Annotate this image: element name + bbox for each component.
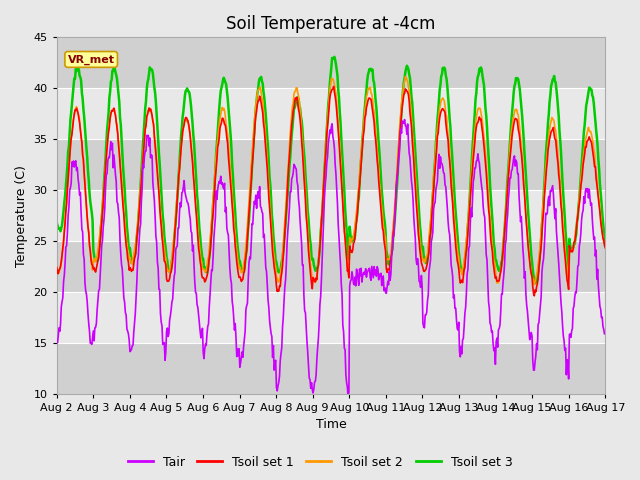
Tsoil set 3 [331,54,339,60]
Tsoil set 3 [175,170,182,176]
Tsoil set 2 [204,256,212,262]
Tsoil set 1 [63,201,70,206]
Line: Tsoil set 3: Tsoil set 3 [57,57,605,283]
Tsoil set 2 [53,264,61,270]
Tsoil set 1 [119,204,127,210]
Tsoil set 2 [397,101,405,107]
Tsoil set 1 [399,103,406,109]
Tsoil set 1 [602,245,609,251]
Tsoil set 3 [399,97,406,103]
Tair [119,280,127,286]
Bar [57,37,605,88]
Tsoil set 1 [330,84,337,89]
Tsoil set 1 [175,172,182,178]
X-axis label: Time: Time [316,419,346,432]
Title: Soil Temperature at -4cm: Soil Temperature at -4cm [227,15,436,33]
Tair [53,337,61,343]
Tsoil set 1 [531,293,538,299]
Tair [204,324,212,329]
Tsoil set 2 [602,245,609,251]
Tair [399,118,406,124]
Bar [57,139,605,190]
Tsoil set 3 [53,220,61,226]
Tsoil set 3 [415,197,422,203]
Bar [57,88,605,139]
Legend: Tair, Tsoil set 1, Tsoil set 2, Tsoil set 3: Tair, Tsoil set 1, Tsoil set 2, Tsoil se… [123,451,517,474]
Text: VR_met: VR_met [68,54,115,64]
Tsoil set 2 [401,74,409,80]
Tsoil set 2 [119,195,127,201]
Tsoil set 3 [119,164,127,170]
Tsoil set 2 [175,172,182,178]
Bar [57,190,605,241]
Tair [602,330,609,336]
Tsoil set 3 [602,239,609,244]
Tsoil set 1 [53,264,61,270]
Tsoil set 2 [415,221,422,227]
Tair [344,396,352,401]
Tsoil set 3 [63,173,70,179]
Tair [175,225,182,231]
Tsoil set 2 [63,195,70,201]
Tsoil set 3 [204,267,212,273]
Bar [57,292,605,343]
Tsoil set 2 [531,282,538,288]
Line: Tair: Tair [57,120,605,398]
Y-axis label: Temperature (C): Temperature (C) [15,165,28,266]
Tsoil set 1 [415,231,422,237]
Tsoil set 3 [531,280,539,286]
Bar [57,241,605,292]
Tair [401,117,408,122]
Tair [415,278,423,284]
Bar [57,343,605,394]
Line: Tsoil set 2: Tsoil set 2 [57,77,605,285]
Tair [63,243,70,249]
Tsoil set 1 [204,270,212,276]
Line: Tsoil set 1: Tsoil set 1 [57,86,605,296]
